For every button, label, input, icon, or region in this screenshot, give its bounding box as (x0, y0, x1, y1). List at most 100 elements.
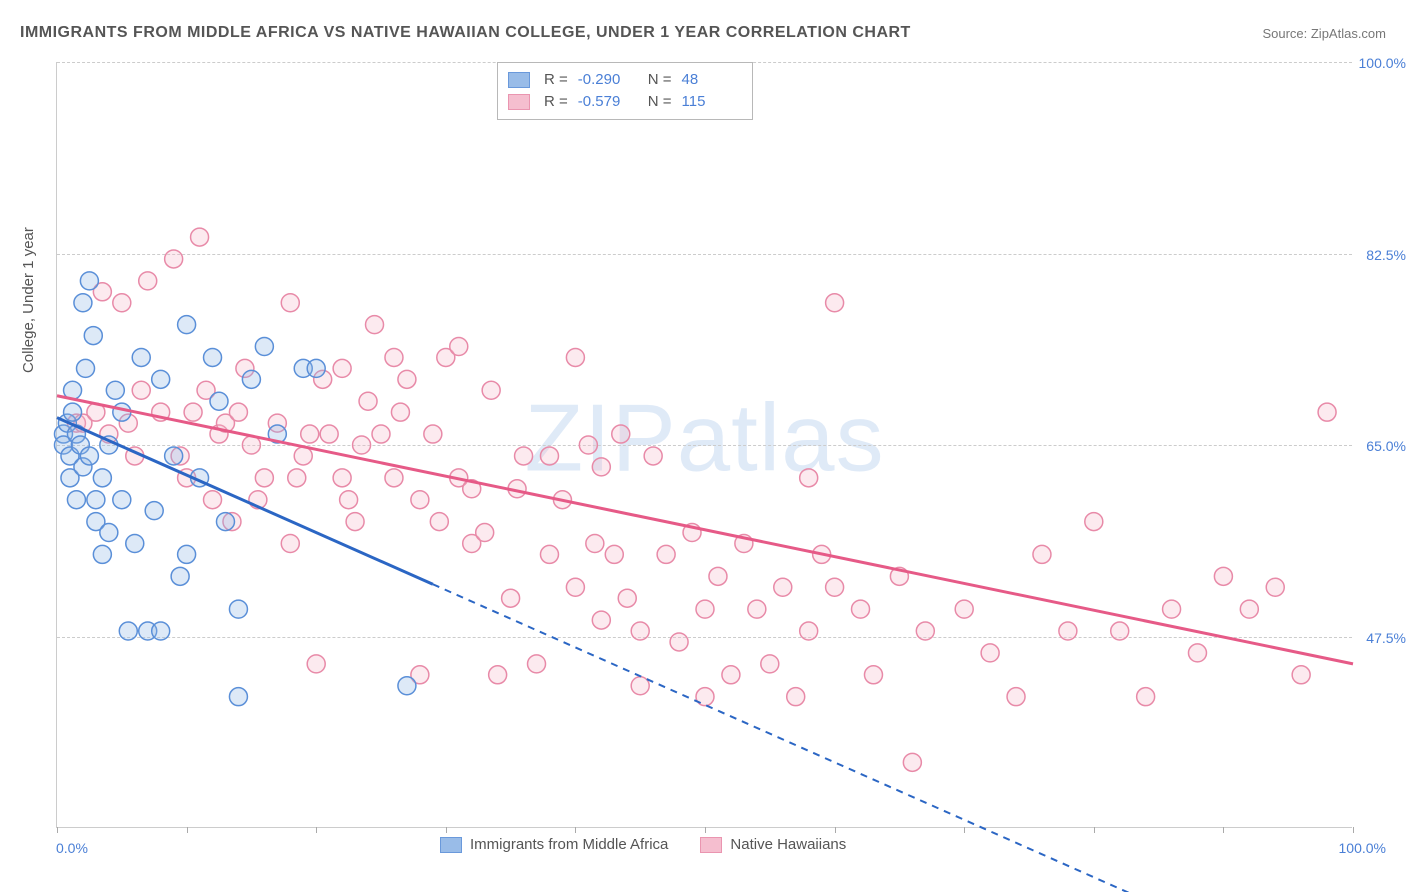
scatter-point (398, 677, 416, 695)
x-axis-label-max: 100.0% (1339, 840, 1386, 856)
x-tick (964, 827, 965, 833)
scatter-point (171, 567, 189, 585)
scatter-point (288, 469, 306, 487)
scatter-point (1059, 622, 1077, 640)
scatter-point (113, 294, 131, 312)
scatter-point (450, 338, 468, 356)
scatter-point (592, 458, 610, 476)
scatter-point (340, 491, 358, 509)
source-prefix: Source: (1262, 26, 1310, 41)
scatter-point (955, 600, 973, 618)
scatter-point (242, 370, 260, 388)
bottom-legend: Immigrants from Middle Africa Native Haw… (440, 836, 846, 853)
stats-row-series-1: R = -0.579 N = 115 (508, 91, 738, 113)
scatter-point (605, 545, 623, 563)
scatter-point (800, 622, 818, 640)
scatter-point (579, 436, 597, 454)
scatter-point (307, 359, 325, 377)
x-tick (57, 827, 58, 833)
source-name: ZipAtlas.com (1311, 26, 1386, 41)
scatter-point (333, 469, 351, 487)
scatter-point (1188, 644, 1206, 662)
scatter-point (301, 425, 319, 443)
legend-swatch-1 (700, 837, 722, 853)
scatter-point (644, 447, 662, 465)
stats-legend-box: R = -0.290 N = 48 R = -0.579 N = 115 (497, 62, 753, 120)
scatter-point (84, 327, 102, 345)
x-tick (316, 827, 317, 833)
scatter-point (852, 600, 870, 618)
x-tick (835, 827, 836, 833)
scatter-point (709, 567, 727, 585)
scatter-point (1163, 600, 1181, 618)
chart-plot-area: ZIPatlas 47.5%65.0%82.5%100.0% R = -0.29… (56, 62, 1352, 828)
scatter-point (696, 600, 714, 618)
scatter-point (184, 403, 202, 421)
x-tick (187, 827, 188, 833)
scatter-point (482, 381, 500, 399)
scatter-point (307, 655, 325, 673)
stat-r-value-1: -0.579 (578, 91, 634, 113)
y-tick-label: 82.5% (1366, 247, 1406, 263)
scatter-point (353, 436, 371, 454)
scatter-point (80, 447, 98, 465)
stat-r-label: R = (544, 91, 568, 113)
swatch-series-1 (508, 94, 530, 110)
scatter-point (80, 272, 98, 290)
scatter-point (191, 228, 209, 246)
stat-n-value-1: 115 (682, 91, 738, 113)
scatter-point (1111, 622, 1129, 640)
scatter-point (204, 348, 222, 366)
scatter-point (255, 469, 273, 487)
scatter-point (612, 425, 630, 443)
scatter-point (126, 534, 144, 552)
scatter-point (722, 666, 740, 684)
scatter-point (800, 469, 818, 487)
scatter-point (281, 534, 299, 552)
scatter-point (586, 534, 604, 552)
scatter-point (1292, 666, 1310, 684)
scatter-point (1266, 578, 1284, 596)
scatter-point (385, 469, 403, 487)
scatter-point (391, 403, 409, 421)
scatter-point (281, 294, 299, 312)
scatter-point (502, 589, 520, 607)
legend-item-1: Native Hawaiians (700, 836, 846, 853)
scatter-point (132, 348, 150, 366)
scatter-svg (57, 62, 1352, 827)
stat-r-label: R = (544, 69, 568, 91)
scatter-point (132, 381, 150, 399)
scatter-point (826, 294, 844, 312)
scatter-point (411, 491, 429, 509)
scatter-point (398, 370, 416, 388)
chart-title: IMMIGRANTS FROM MIDDLE AFRICA VS NATIVE … (20, 24, 911, 42)
scatter-point (119, 622, 137, 640)
trend-line-solid (57, 396, 1353, 664)
scatter-point (864, 666, 882, 684)
x-axis-label-min: 0.0% (56, 840, 88, 856)
scatter-point (916, 622, 934, 640)
scatter-point (476, 524, 494, 542)
scatter-point (631, 622, 649, 640)
scatter-point (385, 348, 403, 366)
scatter-point (528, 655, 546, 673)
scatter-point (229, 600, 247, 618)
x-tick (1094, 827, 1095, 833)
legend-label-0: Immigrants from Middle Africa (470, 836, 668, 853)
scatter-point (64, 403, 82, 421)
stat-n-label: N = (648, 91, 672, 113)
scatter-point (761, 655, 779, 673)
scatter-point (145, 502, 163, 520)
scatter-point (1318, 403, 1336, 421)
y-tick-label: 65.0% (1366, 438, 1406, 454)
y-axis-title: College, Under 1 year (20, 227, 37, 373)
scatter-point (489, 666, 507, 684)
scatter-point (1214, 567, 1232, 585)
x-tick (1353, 827, 1354, 833)
scatter-point (178, 545, 196, 563)
scatter-point (346, 513, 364, 531)
scatter-point (1033, 545, 1051, 563)
scatter-point (87, 491, 105, 509)
scatter-point (74, 294, 92, 312)
scatter-point (657, 545, 675, 563)
